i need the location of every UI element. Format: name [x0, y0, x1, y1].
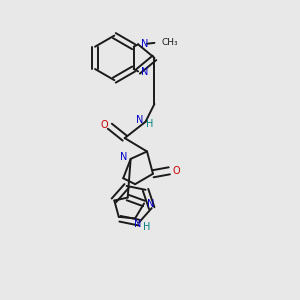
Text: O: O [172, 166, 180, 176]
Text: N: N [136, 115, 144, 125]
Text: H: H [146, 119, 154, 129]
Text: N: N [134, 219, 142, 229]
Text: N: N [120, 152, 128, 162]
Text: O: O [101, 120, 108, 130]
Text: H: H [143, 222, 151, 232]
Text: N: N [147, 199, 154, 208]
Text: CH₃: CH₃ [162, 38, 178, 47]
Text: N: N [141, 67, 148, 77]
Text: N: N [141, 39, 148, 49]
